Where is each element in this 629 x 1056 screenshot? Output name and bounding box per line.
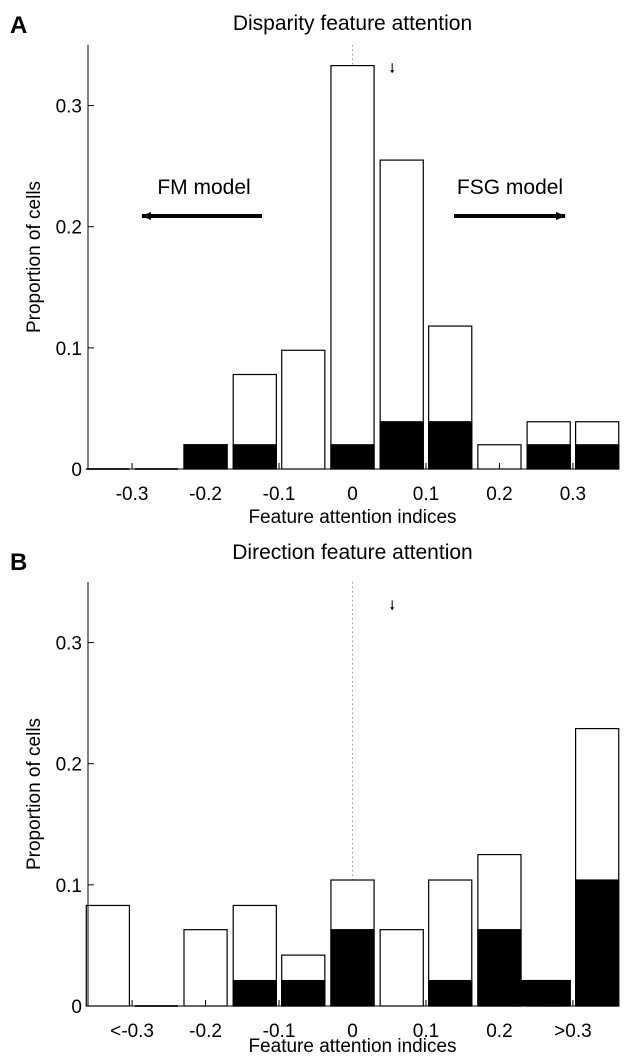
x-axis-label: Feature attention indices bbox=[248, 1036, 456, 1056]
x-tick-label: 0 bbox=[347, 1021, 358, 1042]
x-tick-label: >0.3 bbox=[554, 1021, 592, 1042]
bar-subset bbox=[574, 879, 620, 1007]
panel-letter: A bbox=[10, 12, 27, 39]
x-tick-label: -0.2 bbox=[189, 484, 222, 505]
bar-total bbox=[379, 159, 424, 470]
bar-total bbox=[330, 64, 375, 470]
chart-title: Disparity feature attention bbox=[233, 12, 472, 35]
panel-letter: B bbox=[10, 549, 27, 576]
x-axis-label: Feature attention indices bbox=[248, 507, 456, 528]
bar-subset bbox=[232, 444, 277, 470]
bar-subset bbox=[281, 979, 326, 1007]
fsg-model-label: FSG model bbox=[457, 176, 563, 199]
bar-total bbox=[85, 904, 131, 1007]
x-tick-label: -0.1 bbox=[263, 1021, 296, 1042]
y-tick-label: 0.3 bbox=[56, 97, 82, 118]
bar-subset bbox=[232, 979, 277, 1007]
y-tick-label: 0.1 bbox=[56, 876, 82, 897]
y-tick-label: 0.1 bbox=[56, 339, 82, 360]
fm-model-label: FM model bbox=[157, 176, 250, 199]
y-axis-label: Proportion of cells bbox=[24, 718, 45, 870]
x-tick-label: 0.2 bbox=[486, 1021, 512, 1042]
bar-subset bbox=[428, 421, 473, 470]
bar-subset bbox=[537, 979, 561, 1007]
y-axis-label: Proportion of cells bbox=[24, 181, 45, 333]
bar-subset bbox=[379, 421, 424, 470]
x-tick-label: 0.2 bbox=[486, 484, 512, 505]
x-tick-label: 0.1 bbox=[413, 1021, 439, 1042]
bar-subset bbox=[330, 929, 375, 1007]
bar-subset bbox=[526, 444, 571, 470]
y-tick-label: 0 bbox=[71, 997, 82, 1018]
chart-title: Direction feature attention bbox=[232, 541, 472, 564]
median-marker-head bbox=[390, 70, 395, 74]
x-tick-label: -0.1 bbox=[263, 484, 296, 505]
bar-subset bbox=[428, 979, 473, 1007]
bar-subset bbox=[574, 444, 620, 470]
panel-b-chart: B Direction feature attention Feature atte… bbox=[10, 541, 620, 1056]
x-tick-label: <-0.3 bbox=[110, 1021, 154, 1042]
x-tick-label: -0.2 bbox=[189, 1021, 222, 1042]
x-tick-label: 0 bbox=[347, 484, 358, 505]
bar-subset bbox=[512, 979, 536, 1007]
bar-total bbox=[183, 929, 228, 1007]
panel-a-chart: A Disparity feature attention Feature atte… bbox=[10, 12, 620, 528]
y-tick-label: 0.3 bbox=[56, 634, 82, 655]
y-tick-label: 0 bbox=[71, 460, 82, 481]
y-tick-label: 0.2 bbox=[56, 218, 82, 239]
x-tick-label: 0.1 bbox=[413, 484, 439, 505]
bar-total bbox=[379, 929, 424, 1007]
x-tick-label: 0.3 bbox=[560, 484, 586, 505]
x-tick-label: -0.3 bbox=[116, 484, 149, 505]
y-tick-label: 0.2 bbox=[56, 755, 82, 776]
median-marker-head bbox=[390, 607, 395, 611]
bar-total bbox=[281, 349, 326, 470]
